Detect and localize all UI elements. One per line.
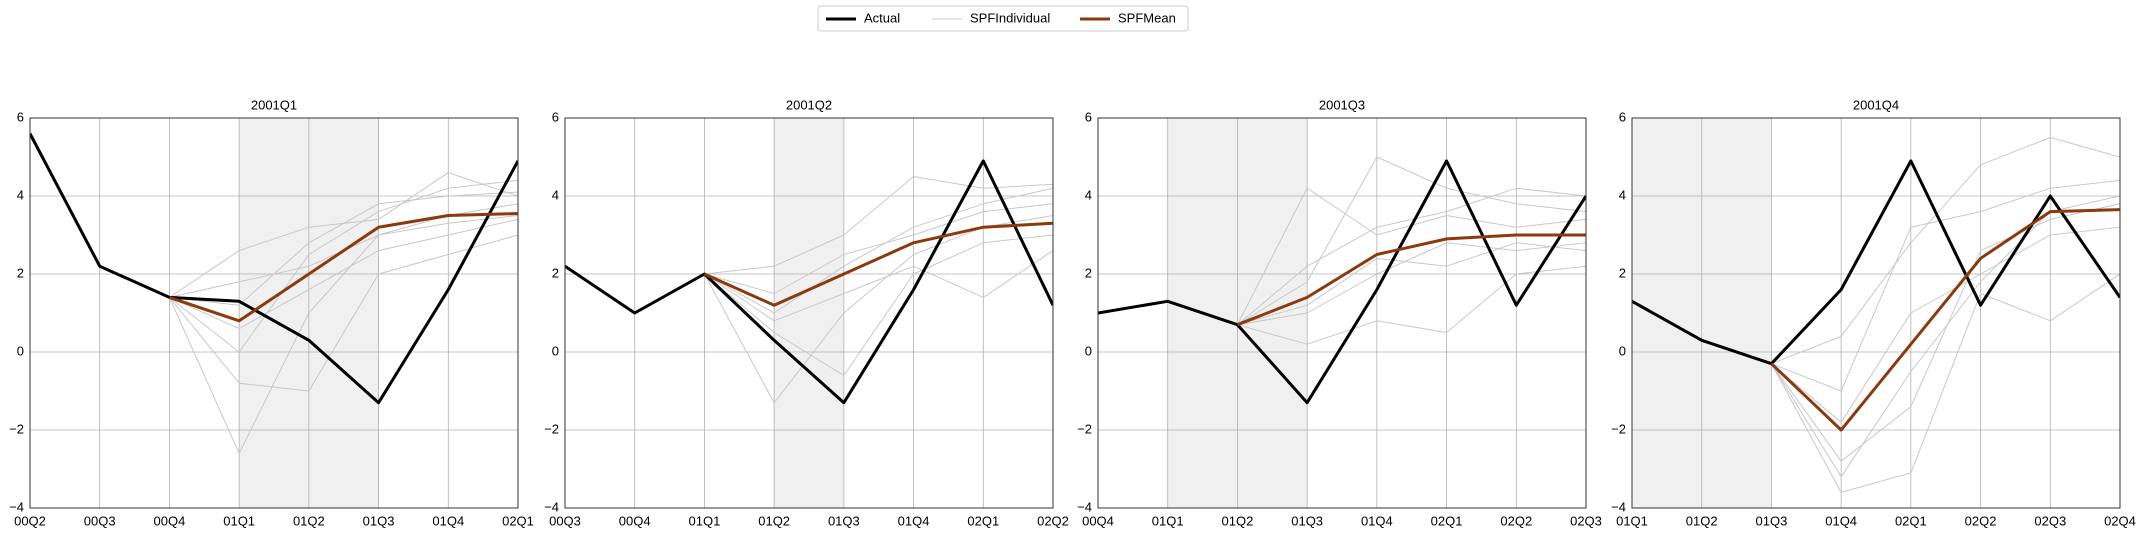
legend-label: SPFIndividual [970, 10, 1050, 25]
x-tick-label: 02Q2 [1037, 513, 1069, 528]
x-tick-label: 00Q3 [549, 513, 581, 528]
individual-line [704, 187, 1053, 314]
actual-line [565, 159, 1053, 405]
individual-line [169, 172, 518, 298]
x-tick-label: 02Q1 [1431, 513, 1463, 528]
individual-line [1771, 226, 2120, 423]
individual-line [168, 203, 518, 454]
x-tick-label: 02Q1 [502, 513, 534, 528]
x-tick-label: 02Q3 [2034, 513, 2066, 528]
y-tick-label: 4 [1085, 187, 1092, 202]
individual-line [1771, 195, 2120, 478]
individual-line [1771, 203, 2120, 462]
plot-frame [1097, 117, 1587, 509]
y-tick-label: −2 [544, 421, 559, 436]
plot-frame [29, 117, 519, 509]
x-tick-label: 01Q4 [1825, 513, 1857, 528]
y-tick-label: 2 [1619, 265, 1626, 280]
individual-line [1237, 242, 1586, 326]
actual-line [1632, 159, 2120, 366]
x-tick-label: 02Q1 [967, 513, 999, 528]
y-tick-label: 6 [552, 109, 559, 124]
x-tick-label: 00Q4 [619, 513, 651, 528]
y-tick-label: 0 [17, 343, 24, 358]
x-tick-label: 00Q4 [1082, 513, 1114, 528]
x-tick-label: 00Q3 [84, 513, 116, 528]
x-tick-label: 01Q1 [1152, 513, 1184, 528]
y-tick-label: −2 [9, 421, 24, 436]
x-tick-label: 01Q1 [689, 513, 721, 528]
individual-line [704, 250, 1053, 322]
individual-line [704, 234, 1053, 376]
individual-line [1237, 242, 1586, 326]
x-tick-label: 01Q2 [758, 513, 790, 528]
x-tick-label: 01Q3 [828, 513, 860, 528]
x-tick-label: 01Q2 [1686, 513, 1718, 528]
individual-line [1771, 137, 2120, 365]
y-tick-label: −4 [1077, 499, 1092, 514]
y-tick-label: −2 [1077, 421, 1092, 436]
x-tick-label: 01Q4 [1361, 513, 1393, 528]
individual-line [169, 179, 518, 353]
x-tick-label: 01Q4 [898, 513, 930, 528]
subplot-title: 2001Q3 [1319, 97, 1365, 112]
x-tick-label: 01Q3 [1291, 513, 1323, 528]
x-tick-label: 00Q2 [14, 513, 46, 528]
y-tick-label: −4 [544, 499, 559, 514]
mean-line [703, 221, 1053, 307]
individual-line [1237, 265, 1586, 345]
individual-line [1237, 187, 1586, 326]
x-tick-label: 00Q4 [154, 513, 186, 528]
plot-frame [1631, 117, 2121, 509]
individual-line [1770, 273, 2120, 493]
y-tick-label: 4 [17, 187, 24, 202]
y-tick-label: 2 [17, 265, 24, 280]
y-tick-label: 0 [1085, 343, 1092, 358]
individual-line [704, 203, 1053, 294]
x-tick-label: 01Q1 [1616, 513, 1648, 528]
subplot-title: 2001Q4 [1853, 97, 1899, 112]
x-tick-label: 02Q2 [1965, 513, 1997, 528]
x-tick-label: 01Q3 [1756, 513, 1788, 528]
subplot-title: 2001Q2 [786, 97, 832, 112]
mean-line [1236, 233, 1586, 327]
x-tick-label: 01Q2 [1222, 513, 1254, 528]
y-tick-label: 2 [1085, 265, 1092, 280]
individual-line [1771, 179, 2120, 392]
x-tick-label: 02Q2 [1500, 513, 1532, 528]
plot-frame [564, 117, 1054, 509]
y-tick-label: 6 [17, 109, 24, 124]
y-tick-label: 6 [1619, 109, 1626, 124]
x-tick-label: 01Q2 [293, 513, 325, 528]
x-tick-label: 02Q3 [1570, 513, 1602, 528]
y-tick-label: 0 [552, 343, 559, 358]
x-tick-label: 01Q4 [432, 513, 464, 528]
y-tick-label: −4 [9, 499, 24, 514]
individual-line [169, 218, 518, 330]
x-tick-label: 02Q1 [1895, 513, 1927, 528]
y-tick-label: 4 [552, 187, 559, 202]
actual-line [30, 132, 518, 405]
legend-box [817, 5, 1189, 32]
legend-label: SPFMean [1118, 10, 1176, 25]
y-tick-label: −2 [1611, 421, 1626, 436]
y-tick-label: 4 [1619, 187, 1626, 202]
legend-label: Actual [864, 10, 900, 25]
x-tick-label: 02Q4 [2104, 513, 2136, 528]
y-tick-label: 6 [1085, 109, 1092, 124]
individual-line [169, 234, 518, 392]
y-tick-label: 2 [552, 265, 559, 280]
subplot-title: 2001Q1 [251, 97, 297, 112]
x-tick-label: 01Q3 [363, 513, 395, 528]
mean-line [168, 212, 518, 323]
individual-line [1237, 156, 1586, 326]
y-tick-label: 0 [1619, 343, 1626, 358]
shaded-region [774, 118, 844, 508]
x-tick-label: 01Q1 [223, 513, 255, 528]
y-tick-label: −4 [1611, 499, 1626, 514]
actual-line [1098, 159, 1586, 405]
mean-line [1770, 208, 2120, 432]
